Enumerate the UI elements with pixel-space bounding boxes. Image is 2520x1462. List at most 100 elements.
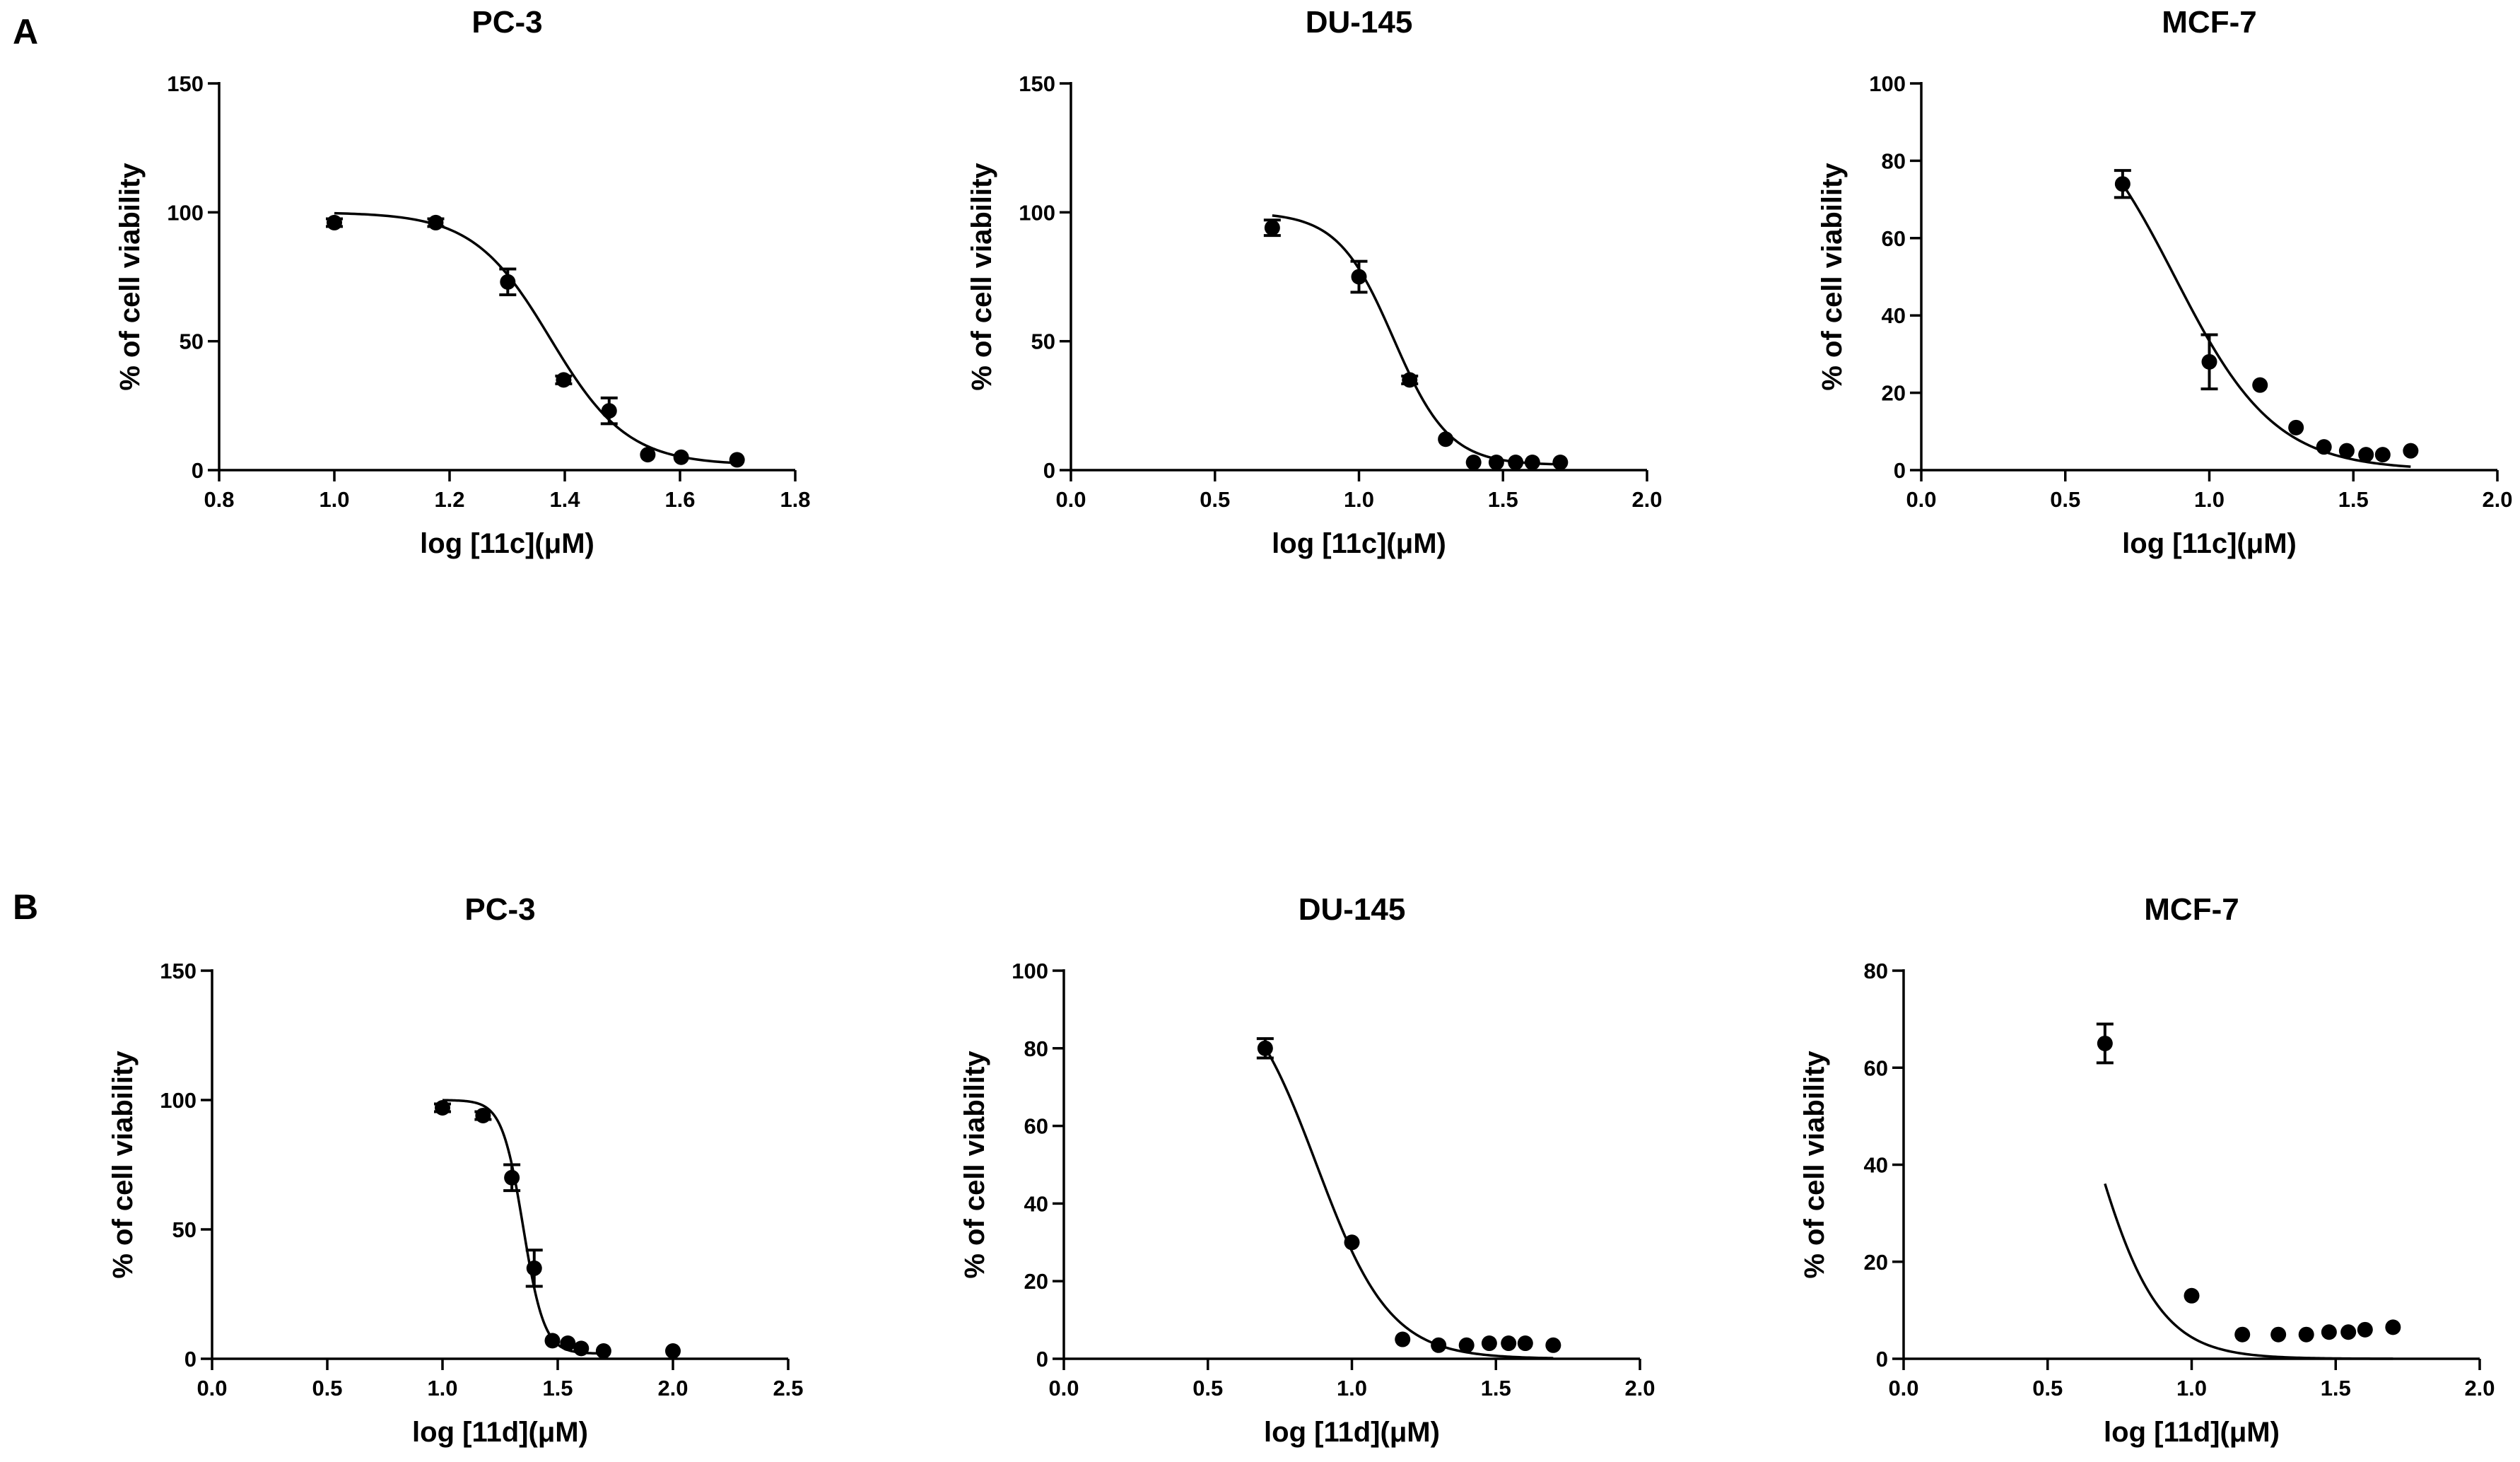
- y-tick-label: 20: [1024, 1269, 1048, 1294]
- data-point: [665, 1343, 681, 1359]
- x-tick-label: 0.5: [2050, 487, 2080, 512]
- y-tick-label: 0: [1036, 1347, 1048, 1372]
- y-tick-label: 0: [1876, 1347, 1888, 1372]
- x-tick-label: 0.5: [2032, 1376, 2063, 1400]
- chart-1: PC-3 0 50 100 150 0.8 1.0 1.2 1.4 1.6 1.8 log [11c]…: [115, 5, 811, 559]
- x-tick-label: 2.5: [773, 1376, 803, 1400]
- data-point: [2097, 1035, 2113, 1051]
- data-point: [1395, 1331, 1411, 1347]
- x-tick-label: 0.0: [1048, 1376, 1079, 1400]
- data-point: [2234, 1326, 2251, 1343]
- data-point: [2385, 1319, 2401, 1335]
- data-point: [2288, 419, 2304, 435]
- x-tick-label: 1.0: [2176, 1376, 2207, 1400]
- data-point: [1517, 1335, 1533, 1352]
- y-tick-label: 20: [1882, 381, 1906, 406]
- y-tick-label: 150: [160, 959, 197, 983]
- x-axis-label: log [11c](μM): [420, 528, 594, 559]
- x-tick-label: 1.0: [2194, 487, 2225, 512]
- data-point: [1488, 455, 1504, 471]
- y-tick-label: 50: [1031, 329, 1055, 354]
- fit-curve: [1272, 214, 1561, 466]
- y-tick-label: 150: [1019, 71, 1055, 96]
- x-tick-label: 0.5: [1192, 1376, 1223, 1400]
- fit-curve: [334, 211, 738, 464]
- chart-title: MCF-7: [2162, 5, 2256, 40]
- charts-container: PC-3 0 50 100 150 0.8 1.0 1.2 1.4 1.6 1.8 log [11c]…: [107, 5, 2513, 1448]
- y-axis-label: % of cell viability: [966, 163, 997, 391]
- y-tick-label: 80: [1024, 1036, 1048, 1061]
- y-tick-label: 150: [167, 71, 204, 96]
- data-point: [573, 1340, 590, 1357]
- x-tick-label: 1.4: [549, 487, 580, 512]
- data-point: [526, 1260, 542, 1276]
- chart-3: MCF-7 0 20 40 60 80 100 0.0 0.5 1.0 1.5 2.0 log [11c…: [1817, 5, 2513, 559]
- data-point: [1465, 455, 1482, 471]
- fit-curve: [2104, 1183, 2393, 1360]
- data-point: [327, 214, 342, 230]
- chart-6: MCF-7 0 20 40 60 80 0.0 0.5 1.0 1.5 2.0 log [11d](μ…: [1799, 892, 2495, 1448]
- data-point: [2340, 1324, 2357, 1340]
- y-axis-label: % of cell viability: [107, 1051, 139, 1279]
- data-point: [1344, 1234, 1360, 1251]
- panel-label-a: A: [13, 12, 38, 52]
- fit-curve: [1264, 1046, 1554, 1359]
- x-axis-label: log [11c](μM): [1272, 528, 1446, 559]
- x-tick-label: 1.5: [542, 1376, 573, 1400]
- data-point: [1508, 455, 1524, 471]
- data-point: [1458, 1337, 1475, 1353]
- y-tick-label: 40: [1882, 303, 1906, 328]
- x-tick-label: 2.0: [2482, 487, 2512, 512]
- y-tick-label: 100: [167, 200, 204, 225]
- x-tick-label: 0.0: [1055, 487, 1086, 512]
- data-point: [1402, 372, 1418, 388]
- x-tick-label: 0.0: [1888, 1376, 1918, 1400]
- x-tick-label: 2.0: [1624, 1376, 1655, 1400]
- y-tick-label: 50: [172, 1217, 197, 1242]
- x-tick-label: 2.0: [2464, 1376, 2495, 1400]
- data-point: [673, 449, 689, 465]
- x-tick-label: 1.5: [1488, 487, 1518, 512]
- y-tick-label: 100: [1869, 71, 1906, 96]
- panel-label-b: B: [13, 887, 38, 927]
- fit-curve: [442, 1099, 604, 1355]
- data-point: [2338, 443, 2355, 459]
- x-tick-label: 0.5: [1200, 487, 1230, 512]
- data-point: [2374, 447, 2391, 463]
- data-point: [2403, 443, 2419, 459]
- x-tick-label: 1.6: [664, 487, 695, 512]
- y-tick-label: 0: [184, 1347, 197, 1372]
- data-point: [560, 1335, 576, 1352]
- chart-title: DU-145: [1299, 892, 1406, 927]
- x-tick-label: 0.5: [312, 1376, 342, 1400]
- data-point: [601, 403, 617, 419]
- chart-2: DU-145 0 50 100 150 0.0 0.5 1.0 1.5 2.0 log [11c](…: [966, 5, 1663, 559]
- y-tick-label: 40: [1864, 1153, 1888, 1178]
- data-point: [2252, 377, 2268, 393]
- data-point: [595, 1343, 611, 1359]
- x-tick-label: 0.0: [1906, 487, 1936, 512]
- chart-title: MCF-7: [2144, 892, 2239, 927]
- data-point: [1431, 1337, 1447, 1353]
- x-tick-label: 2.0: [1631, 487, 1662, 512]
- data-point: [544, 1333, 561, 1349]
- x-tick-label: 1.0: [1344, 487, 1374, 512]
- data-point: [1545, 1337, 1561, 1353]
- x-tick-label: 1.0: [319, 487, 349, 512]
- data-point: [435, 1099, 450, 1116]
- chart-title: PC-3: [464, 892, 535, 927]
- x-axis-label: log [11d](μM): [1264, 1417, 1440, 1448]
- x-tick-label: 1.5: [1481, 1376, 1511, 1400]
- chart-4: PC-3 0 50 100 150 0.0 0.5 1.0 1.5 2.0 2.5 log [11d]…: [107, 892, 804, 1448]
- data-point: [2184, 1287, 2200, 1304]
- data-point: [1524, 455, 1540, 471]
- data-point: [1438, 431, 1454, 448]
- y-tick-label: 0: [1043, 458, 1055, 483]
- data-point: [2114, 176, 2131, 192]
- data-point: [2357, 1321, 2373, 1338]
- data-point: [556, 372, 572, 388]
- x-axis-label: log [11d](μM): [2104, 1417, 2280, 1448]
- x-tick-label: 2.0: [657, 1376, 688, 1400]
- data-point: [504, 1169, 520, 1186]
- data-point: [1501, 1335, 1517, 1352]
